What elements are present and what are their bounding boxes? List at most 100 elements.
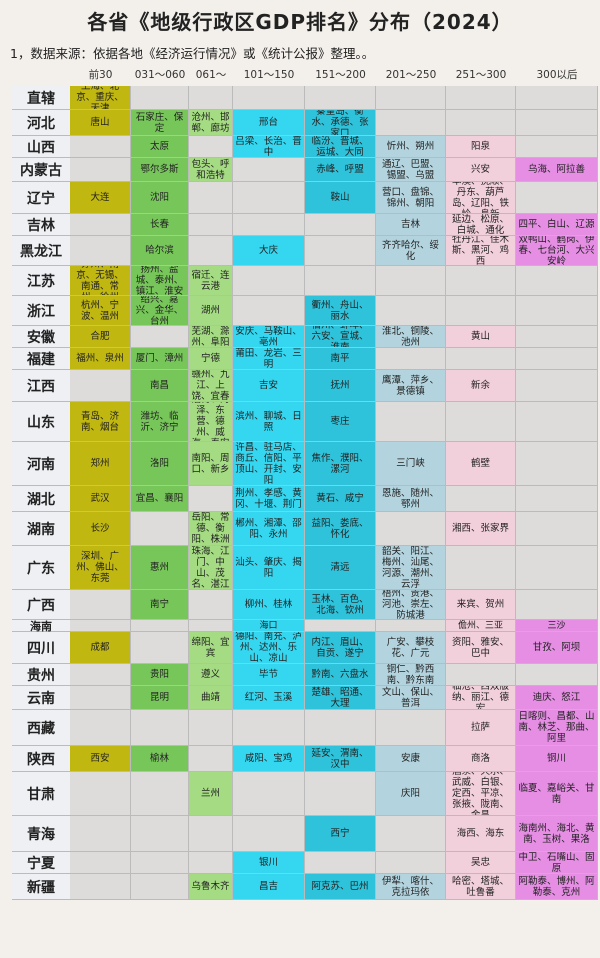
table-cell: 商洛: [446, 746, 516, 772]
table-cell: 唐山: [70, 110, 131, 136]
column-header: 前30: [88, 69, 113, 81]
table-cell: 玉林、百色、北海、钦州: [305, 590, 376, 620]
table-cell: 铜仁、黔西南、黔东南: [376, 664, 446, 686]
table-cell: 阳泉: [446, 136, 516, 158]
table-cell: 绵阳、宜宾: [189, 632, 233, 664]
table-cell: [305, 86, 376, 110]
table-cell: 湖州: [189, 296, 233, 326]
table-cell: [131, 620, 189, 632]
table-cell: 海西、海东: [446, 816, 516, 852]
table-cell: 资阳、雅安、巴中: [446, 632, 516, 664]
table-cell: 太原: [131, 136, 189, 158]
table-cell: 阿克苏、巴州: [305, 874, 376, 900]
table-cell: [131, 710, 189, 746]
table-cell: 郴州、湘潭、邵阳、永州: [233, 512, 305, 546]
table-cell: [376, 710, 446, 746]
table-cell: [516, 370, 598, 402]
table-cell: [131, 874, 189, 900]
table-cell: 贵阳: [131, 664, 189, 686]
table-cell: 延边、松原、白城、通化: [446, 214, 516, 236]
table-cell: 武汉: [70, 486, 131, 512]
province-label: 海南: [12, 620, 70, 633]
table-cell: 安庆、马鞍山、亳州: [233, 326, 305, 348]
table-cell: 长春: [131, 214, 189, 236]
table-cell: [70, 370, 131, 402]
table-cell: 长沙: [70, 512, 131, 546]
table-cell: 鄂尔多斯: [131, 158, 189, 182]
province-label: 陕西: [12, 746, 70, 772]
table-cell: [70, 816, 131, 852]
table-cell: [233, 710, 305, 746]
table-cell: 秦皇岛、衡水、承德、张家口: [305, 110, 376, 136]
table-cell: [131, 632, 189, 664]
table-cell: 宁德: [189, 348, 233, 370]
table-cell: 通辽、巴盟、锡盟、乌盟: [376, 158, 446, 182]
table-cell: [516, 296, 598, 326]
table-cell: 甘孜、阿坝: [516, 632, 598, 664]
province-label: 青海: [12, 816, 70, 852]
table-cell: 汕头、肇庆、揭阳: [233, 546, 305, 590]
table-cell: 芜湖、滁州、阜阳: [189, 326, 233, 348]
province-label: 辽宁: [12, 182, 70, 214]
table-cell: 昌吉: [233, 874, 305, 900]
table-cell: 来宾、贺州: [446, 590, 516, 620]
gdp-table: 前30 031～060 061～100 101～150 151～200 201～250 25…: [12, 64, 598, 956]
table-cell: [189, 86, 233, 110]
table-cell: [131, 772, 189, 816]
table-cell: 红河、玉溪: [233, 686, 305, 710]
table-cell: 许昌、驻马店、商丘、信阳、平顶山、开封、安阳: [233, 442, 305, 486]
table-cell: 惠州: [131, 546, 189, 590]
table-cell: 忻州、朔州: [376, 136, 446, 158]
table-cell: 酒泉、天水、武威、白银、定西、平凉、张掖、陇南、金昌: [446, 772, 516, 816]
table-cell: 扬州、盐城、泰州、镇江、淮安: [131, 266, 189, 296]
table-cell: [516, 136, 598, 158]
table-cell: 黄山: [446, 326, 516, 348]
table-cell: 儋州、三亚: [446, 620, 516, 632]
table-cell: 沈阳: [131, 182, 189, 214]
table-cell: 珠海、江门、中山、茂名、湛江: [189, 546, 233, 590]
table-cell: [305, 852, 376, 874]
table-cell: 咸阳、宝鸡: [233, 746, 305, 772]
page-title: 各省《地级行政区GDP排名》分布（2024）: [87, 10, 513, 34]
table-cell: 湘西、张家界: [446, 512, 516, 546]
table-cell: [516, 348, 598, 370]
province-label: 新疆: [12, 874, 70, 900]
table-cell: [189, 816, 233, 852]
table-cell: [131, 852, 189, 874]
table-cell: 德阳、南充、泸州、达州、乐山、凉山: [233, 632, 305, 664]
table-cell: 内江、眉山、自贡、遂宁: [305, 632, 376, 664]
table-cell: 洛阳: [131, 442, 189, 486]
table-cell: [233, 158, 305, 182]
table-cell: 梧州、贵港、河池、崇左、防城港: [376, 590, 446, 620]
table-cell: [189, 486, 233, 512]
table-cell: 焦作、濮阳、漯河: [305, 442, 376, 486]
table-cell: [376, 266, 446, 296]
table-cell: 吉安: [233, 370, 305, 402]
province-label: 黑龙江: [12, 236, 70, 266]
table-cell: 益阳、娄底、怀化: [305, 512, 376, 546]
table-cell: [70, 686, 131, 710]
table-cell: 日喀则、昌都、山南、林芝、那曲、阿里: [516, 710, 598, 746]
table-cell: 宿州、蚌埠、六安、宣城、淮南: [305, 326, 376, 348]
table-cell: 南宁: [131, 590, 189, 620]
table-cell: 三沙: [516, 620, 598, 632]
table-cell: [516, 486, 598, 512]
table-cell: 苏州、南京、无锡、南通、常州、徐州: [70, 266, 131, 296]
table-cell: [446, 296, 516, 326]
table-cell: 铜川: [516, 746, 598, 772]
table-cell: 西安: [70, 746, 131, 772]
table-cell: 杭州、宁波、温州: [70, 296, 131, 326]
table-cell: [70, 852, 131, 874]
table-cell: [305, 710, 376, 746]
province-label: 安徽: [12, 326, 70, 348]
table-cell: [516, 86, 598, 110]
table-cell: [131, 816, 189, 852]
table-cell: [446, 546, 516, 590]
table-cell: [376, 620, 446, 632]
table-cell: [446, 664, 516, 686]
table-cell: 黄石、咸宁: [305, 486, 376, 512]
table-cell: [233, 296, 305, 326]
table-cell: 深圳、广州、佛山、东莞: [70, 546, 131, 590]
table-cell: [376, 816, 446, 852]
column-header: 201～250: [385, 69, 437, 81]
